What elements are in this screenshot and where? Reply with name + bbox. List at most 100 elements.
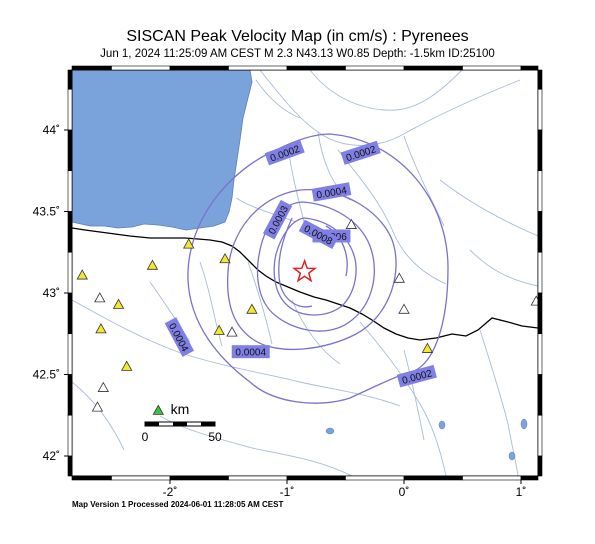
frame-segment bbox=[345, 65, 405, 71]
frame-segment bbox=[537, 455, 543, 477]
axis-ticks: -2˚ -1˚ 0˚ 1˚ 44˚ 43.5˚ 43˚ 42.5˚ 42˚ bbox=[33, 123, 527, 499]
station-triangle-icon bbox=[121, 360, 133, 371]
contour-label-text: 0.0004 bbox=[235, 348, 266, 359]
frame-segment bbox=[286, 65, 346, 71]
lon-tick-label: 1˚ bbox=[516, 485, 527, 499]
scalebar-min-label: 0 bbox=[142, 430, 149, 444]
frame-segment bbox=[228, 475, 288, 481]
contour-label-bg bbox=[262, 199, 293, 240]
contour-label-bg bbox=[340, 140, 381, 165]
frame-segment bbox=[537, 251, 543, 294]
station-triangle-icon bbox=[246, 303, 258, 314]
frame-segment bbox=[345, 475, 405, 481]
lon-tick-label: 0˚ bbox=[399, 485, 410, 499]
frame-segment bbox=[67, 170, 73, 212]
frame-segment bbox=[286, 475, 346, 481]
scalebar-seg-5 bbox=[201, 422, 215, 426]
lon-tick-label: -2˚ bbox=[163, 485, 178, 499]
contour-label-bg bbox=[298, 219, 339, 249]
rivers bbox=[72, 70, 538, 476]
frame-segment bbox=[169, 475, 229, 481]
frame-segment bbox=[462, 65, 522, 71]
bay-of-biscay bbox=[72, 70, 253, 231]
frame-segment bbox=[537, 292, 543, 335]
station-markers bbox=[72, 218, 538, 415]
frame-segment bbox=[537, 88, 543, 131]
frame-segment bbox=[520, 475, 539, 481]
scale-bar: km 0 50 bbox=[142, 401, 222, 444]
frame-segment bbox=[67, 414, 73, 457]
frame-segment bbox=[403, 475, 463, 481]
scalebar-title: km bbox=[171, 401, 190, 417]
station-triangle-icon bbox=[183, 238, 195, 249]
frame-segment bbox=[537, 333, 543, 375]
station-triangle-icon bbox=[94, 292, 106, 303]
frame-segment bbox=[537, 211, 543, 253]
map-title: SISCAN Peak Velocity Map (in cm/s) : Pyr… bbox=[126, 28, 469, 45]
station-triangle-icon bbox=[398, 303, 410, 314]
station-triangle-icon bbox=[91, 401, 104, 412]
lat-tick-label: 43.5˚ bbox=[33, 205, 60, 219]
contour-inner-b bbox=[273, 217, 357, 316]
contour-label: 0.0004 bbox=[311, 182, 352, 202]
station-triangle-icon bbox=[393, 272, 405, 283]
map-footer: Map Version 1 Processed 2024-06-01 11:28… bbox=[72, 500, 284, 509]
map-frame bbox=[67, 65, 543, 481]
frame-segment bbox=[537, 170, 543, 212]
frame-segment bbox=[67, 129, 73, 172]
lat-tick-label: 42˚ bbox=[43, 449, 60, 463]
lat-tick-label: 44˚ bbox=[43, 123, 60, 137]
frame-segment bbox=[537, 374, 543, 416]
station-triangle-icon bbox=[76, 269, 88, 280]
scalebar-seg-3 bbox=[173, 422, 187, 426]
frame-segment bbox=[67, 333, 73, 375]
contour-label-bg bbox=[264, 140, 305, 166]
frame-segment bbox=[111, 475, 171, 481]
frame-segment bbox=[403, 65, 463, 71]
frame-segment bbox=[71, 475, 112, 481]
contour-label-text: 0.0004 bbox=[316, 185, 348, 201]
scalebar-max-label: 50 bbox=[208, 430, 222, 444]
contour-label-bg bbox=[396, 364, 437, 388]
contour-outer bbox=[187, 133, 449, 404]
france-spain-border bbox=[72, 227, 538, 341]
contour-label: 0.0004 bbox=[231, 345, 270, 359]
station-triangle-icon bbox=[95, 323, 107, 334]
station-triangle-icon bbox=[226, 326, 238, 337]
frame-segment bbox=[537, 69, 543, 90]
station-triangle-icon bbox=[213, 324, 225, 335]
station-triangle-icon bbox=[152, 404, 164, 415]
station-triangle-icon bbox=[345, 218, 358, 229]
frame-segment bbox=[228, 65, 288, 71]
lat-tick-label: 42.5˚ bbox=[33, 368, 60, 382]
station-triangle-icon bbox=[219, 252, 231, 264]
station-triangle-icon bbox=[112, 298, 125, 309]
velocity-contours bbox=[187, 133, 449, 404]
contour-mid bbox=[226, 189, 397, 350]
frame-segment bbox=[537, 129, 543, 172]
contour-inner-c bbox=[278, 217, 313, 308]
frame-segment bbox=[67, 251, 73, 294]
frame-segment bbox=[67, 292, 73, 335]
station-triangle-icon bbox=[146, 259, 159, 270]
map-subtitle: Jun 1, 2024 11:25:09 AM CEST M 2.3 N43.1… bbox=[100, 48, 495, 60]
frame-segment bbox=[520, 65, 539, 71]
contour-inner-d bbox=[325, 225, 348, 277]
epicenter-marker bbox=[291, 258, 318, 283]
frame-segment bbox=[111, 65, 171, 71]
epicenter-star-icon bbox=[291, 258, 318, 283]
scalebar-seg-1 bbox=[145, 422, 159, 426]
frame-segment bbox=[67, 211, 73, 253]
station-triangle-icon bbox=[97, 381, 109, 392]
frame-segment bbox=[67, 69, 73, 90]
contour-label-bg bbox=[231, 345, 270, 359]
station-triangle-icon bbox=[421, 342, 434, 353]
frame-segment bbox=[71, 65, 112, 71]
lakes bbox=[325, 418, 528, 461]
contour-label-bg bbox=[311, 182, 352, 202]
lon-tick-label: -1˚ bbox=[280, 485, 295, 499]
frame-segment bbox=[67, 88, 73, 131]
